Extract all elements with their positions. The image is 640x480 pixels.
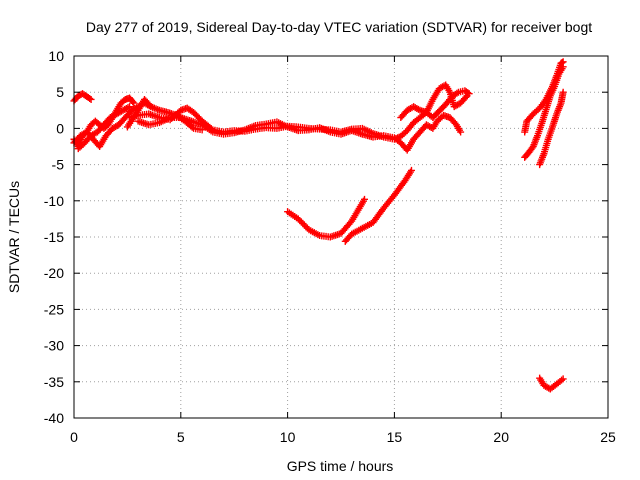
data-point bbox=[407, 166, 415, 174]
data-point bbox=[463, 92, 471, 100]
data-point bbox=[130, 99, 138, 107]
y-tick-label: 10 bbox=[48, 48, 64, 64]
data-point bbox=[126, 103, 134, 111]
y-tick-label: -5 bbox=[52, 157, 65, 173]
data-point bbox=[462, 93, 470, 101]
data-point bbox=[559, 375, 567, 383]
data-point bbox=[302, 223, 310, 231]
data-point bbox=[86, 94, 94, 102]
y-tick-label: -35 bbox=[44, 374, 64, 390]
data-point bbox=[300, 221, 308, 229]
data-point bbox=[129, 98, 137, 106]
series-cluster-c bbox=[74, 103, 134, 153]
grid-layer bbox=[74, 56, 608, 418]
y-tick-label: -15 bbox=[44, 229, 64, 245]
data-point bbox=[464, 89, 472, 97]
data-point bbox=[124, 104, 132, 112]
y-tick-label: 0 bbox=[56, 120, 64, 136]
data-point bbox=[559, 88, 567, 96]
series-late-upper bbox=[397, 81, 471, 122]
data-point bbox=[198, 126, 206, 134]
data-point bbox=[87, 95, 95, 103]
x-tick-label: 5 bbox=[177, 429, 185, 445]
data-point bbox=[414, 105, 422, 113]
data-point bbox=[559, 63, 567, 71]
y-tick-label: -10 bbox=[44, 193, 64, 209]
series-dip-1 bbox=[284, 195, 368, 241]
chart-title: Day 277 of 2019, Sidereal Day-to-day VTE… bbox=[86, 19, 592, 35]
y-tick-label: 5 bbox=[56, 84, 64, 100]
data-point bbox=[299, 220, 307, 228]
series-band-3 bbox=[123, 95, 206, 134]
series-late-3 bbox=[536, 88, 567, 169]
data-point bbox=[360, 195, 368, 203]
x-tick-label: 20 bbox=[493, 429, 509, 445]
data-point bbox=[297, 218, 305, 226]
x-tick-label: 10 bbox=[280, 429, 296, 445]
data-point bbox=[188, 123, 196, 131]
data-points bbox=[70, 58, 567, 393]
y-axis-label: SDTVAR / TECUs bbox=[6, 181, 22, 293]
y-tick-label: -40 bbox=[44, 410, 64, 426]
data-point bbox=[457, 128, 465, 136]
y-tick-label: -20 bbox=[44, 265, 64, 281]
data-point bbox=[558, 376, 566, 384]
x-tick-label: 25 bbox=[600, 429, 616, 445]
y-tick-label: -25 bbox=[44, 301, 64, 317]
data-point bbox=[294, 215, 302, 223]
x-tick-label: 15 bbox=[387, 429, 403, 445]
data-point bbox=[453, 89, 461, 97]
data-point bbox=[296, 216, 304, 224]
series-dip-2 bbox=[341, 166, 415, 245]
x-axis-label: GPS time / hours bbox=[287, 458, 394, 474]
series-bottom bbox=[536, 374, 567, 393]
x-tick-label: 0 bbox=[70, 429, 78, 445]
series-early-high bbox=[70, 90, 95, 105]
data-point bbox=[558, 59, 566, 67]
y-tick-label: -30 bbox=[44, 338, 64, 354]
axis-ticks: 0 5 10 15 20 25 10 5 0 -5 -10 -15 -20 -25 -30 -35 -40 bbox=[44, 48, 616, 445]
series-late-2 bbox=[521, 63, 567, 161]
series-band-2 bbox=[134, 111, 465, 154]
